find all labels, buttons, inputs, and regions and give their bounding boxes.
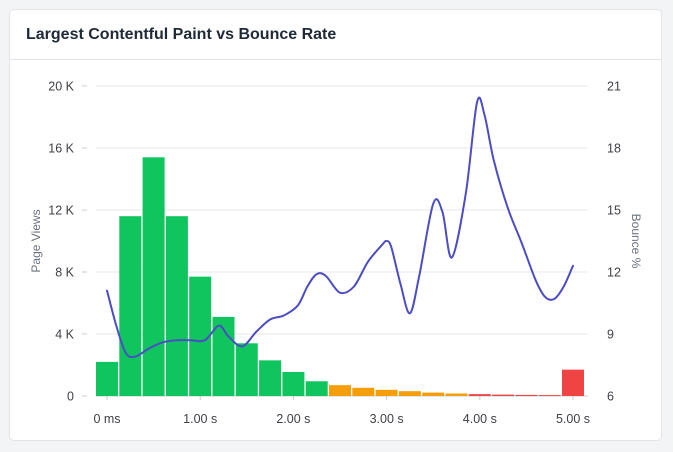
y-tick-label: 8 K: [55, 266, 74, 280]
page-views-bar: [119, 216, 142, 396]
page-views-bar: [235, 343, 258, 396]
x-tick-label: 4.00 s: [463, 412, 497, 426]
y-tick-label: 20 K: [48, 80, 74, 94]
page-views-bar: [352, 387, 375, 396]
y-axis-title-left: Page Views: [29, 209, 43, 272]
y-tick-label: 4 K: [55, 328, 74, 342]
y-tick-label: 0: [67, 390, 74, 404]
page-views-bar: [165, 216, 188, 396]
y2-tick-label: 15: [607, 204, 621, 218]
page-views-bar: [375, 389, 398, 396]
page-views-bar: [142, 157, 165, 396]
page-views-bar: [305, 381, 328, 396]
page-views-bar: [96, 361, 118, 396]
y2-tick-label: 12: [607, 266, 621, 280]
page-views-bar: [398, 391, 421, 396]
axes: 0 6 4 K 9 8 K 12 12 K 15 16 K 18 20 K 21 0 ms 1.00 s 2…: [48, 80, 621, 427]
y-tick-label: 16 K: [48, 142, 74, 156]
page-views-bar: [422, 392, 445, 396]
bounce-rate-series-line: [106, 96, 574, 359]
y-axis-title-right: Bounce %: [629, 214, 643, 269]
page-views-bar: [329, 385, 351, 396]
x-tick-label: 0 ms: [93, 412, 120, 426]
x-tick-label: 5.00 s: [556, 412, 590, 426]
y-tick-label: 12 K: [48, 204, 74, 218]
page-views-bar: [492, 394, 515, 396]
y2-tick-label: 18: [607, 142, 621, 156]
page-views-bar: [538, 395, 561, 396]
chart-title: Largest Contentful Paint vs Bounce Rate: [26, 26, 337, 43]
bounce-rate-line: [106, 96, 574, 359]
page-views-bar: [562, 369, 584, 396]
card-header: Largest Contentful Paint vs Bounce Rate: [10, 10, 661, 60]
x-tick-label: 3.00 s: [370, 412, 404, 426]
page-views-bar: [468, 394, 491, 396]
y2-tick-label: 21: [607, 80, 621, 94]
page-views-bar: [515, 394, 538, 396]
page-views-bar: [189, 276, 212, 396]
y2-tick-label: 6: [607, 390, 614, 404]
page-views-bar: [282, 371, 305, 396]
page-views-bars: [96, 157, 584, 396]
y2-tick-label: 9: [607, 328, 614, 342]
x-tick-label: 2.00 s: [276, 412, 310, 426]
page-views-bar: [259, 360, 282, 396]
x-tick-label: 1.00 s: [183, 412, 217, 426]
page-views-bar: [445, 393, 468, 396]
